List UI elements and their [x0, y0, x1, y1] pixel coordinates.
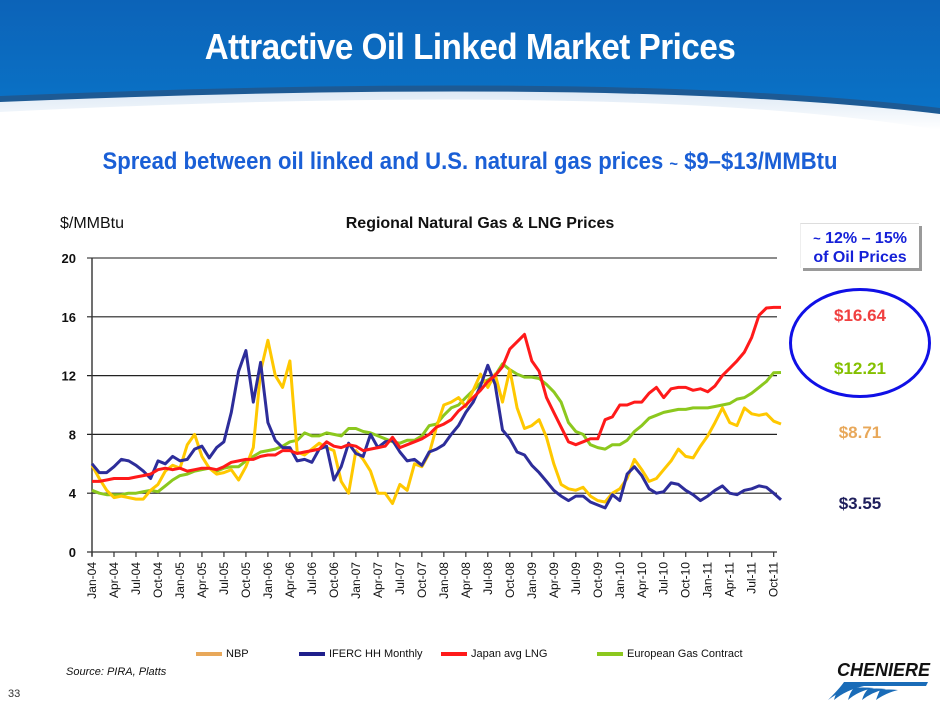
callout-text: ~ 12% – 15% of Oil Prices	[801, 229, 919, 267]
grid-lines	[87, 257, 777, 556]
legend-item-henry-hub: IFERC HH Monthly	[299, 648, 423, 660]
x-tick-label: Oct-04	[151, 562, 165, 598]
legend-item-japan: Japan avg LNG	[441, 648, 547, 660]
legend-label-japan: Japan avg LNG	[471, 648, 548, 660]
x-tick-label: Jan-11	[701, 562, 715, 598]
x-tick-label: Jul-07	[393, 562, 407, 595]
x-tick-label: Oct-08	[503, 562, 517, 598]
legend-label-henry-hub: IFERC HH Monthly	[329, 648, 423, 660]
x-tick-label: Oct-07	[415, 562, 429, 598]
end-value-nbp: $8.71	[838, 423, 882, 442]
subtitle-main: Spread between oil linked and U.S. natur…	[102, 148, 670, 175]
page-title: Attractive Oil Linked Market Prices	[204, 26, 736, 67]
x-tick-label: Oct-05	[239, 562, 253, 598]
legend-swatch-japan	[441, 652, 467, 656]
logo-text: CHENIERE	[836, 660, 930, 680]
subtitle: Spread between oil linked and U.S. natur…	[38, 148, 903, 176]
highlight-ellipse	[789, 288, 931, 398]
chart-legend: NBP IFERC HH Monthly Japan avg LNG Europ…	[0, 648, 940, 664]
page-number: 33	[8, 688, 21, 700]
y-tick-label: 20	[62, 251, 76, 266]
x-tick-label: Jan-10	[613, 562, 627, 599]
y-tick-label: 8	[69, 427, 76, 442]
oil-price-callout: ~ 12% – 15% of Oil Prices	[800, 223, 919, 268]
y-tick-label: 16	[62, 310, 76, 325]
x-tick-label: Oct-09	[591, 562, 605, 598]
callout-tilde: ~	[813, 231, 821, 246]
x-tick-label: Jul-05	[217, 562, 231, 595]
x-tick-label: Jan-09	[525, 562, 539, 599]
logo-swoosh-icon	[828, 682, 928, 700]
callout-line1: 12% – 15%	[820, 230, 907, 247]
end-value-henry-hub: $3.55	[838, 494, 882, 513]
y-tick-label: 4	[69, 486, 77, 501]
banner-graphic	[0, 0, 940, 130]
x-tick-label: Jul-09	[569, 562, 583, 595]
x-tick-label: Oct-06	[327, 562, 341, 598]
source-note: Source: PIRA, Platts	[66, 666, 167, 678]
header-banner	[0, 0, 940, 140]
x-tick-label: Oct-10	[679, 562, 693, 598]
y-axis-ticks: 0 4 8 12 16 20	[62, 251, 77, 560]
x-tick-label: Jul-04	[129, 562, 143, 595]
x-tick-label: Jul-06	[305, 562, 319, 595]
series-line-japan-avg-lng	[92, 305, 781, 483]
callout-line2: of Oil Prices	[813, 249, 907, 266]
chart-title: Regional Natural Gas & LNG Prices	[345, 215, 615, 232]
x-tick-label: Jul-08	[481, 562, 495, 595]
series-line-iferc-hh-monthly	[90, 349, 783, 510]
x-tick-label: Jan-07	[349, 562, 363, 599]
end-value-european: $12.21	[834, 359, 886, 378]
x-tick-label: Oct-11	[767, 562, 781, 597]
legend-label-nbp: NBP	[226, 648, 249, 660]
legend-item-nbp: NBP	[196, 648, 249, 660]
series-lines	[90, 305, 783, 510]
legend-swatch-nbp	[196, 652, 222, 656]
x-tick-label: Apr-11	[723, 562, 737, 597]
x-tick-label: Apr-10	[635, 562, 649, 598]
x-tick-label: Apr-06	[283, 562, 297, 598]
x-tick-label: Jan-04	[85, 562, 99, 599]
end-value-japan: $16.64	[834, 306, 886, 325]
x-axis-ticks: Jan-04 Apr-04 Jul-04 Oct-04 Jan-05 Apr-05 Jul-…	[85, 552, 781, 599]
y-tick-label: 0	[69, 545, 76, 560]
x-tick-label: Apr-08	[459, 562, 473, 598]
x-tick-label: Apr-09	[547, 562, 561, 598]
x-tick-label: Apr-04	[107, 562, 121, 598]
x-tick-label: Apr-07	[371, 562, 385, 598]
y-tick-label: 12	[62, 369, 76, 384]
y-axis-unit-label: $/MMBtu	[60, 215, 125, 232]
x-tick-label: Apr-05	[195, 562, 209, 598]
legend-swatch-henry-hub	[299, 652, 325, 656]
x-tick-label: Jul-10	[657, 562, 671, 595]
cheniere-logo: CHENIERE	[800, 660, 930, 702]
subtitle-tilde: ~	[669, 156, 678, 173]
x-tick-label: Jan-08	[437, 562, 451, 599]
legend-item-european: European Gas Contract	[597, 648, 743, 660]
legend-swatch-european	[597, 652, 623, 656]
subtitle-range: $9–$13/MMBtu	[677, 148, 838, 175]
x-tick-label: Jul-11	[745, 562, 759, 594]
x-tick-label: Jan-05	[173, 562, 187, 599]
legend-label-european: European Gas Contract	[627, 648, 743, 660]
x-tick-label: Jan-06	[261, 562, 275, 599]
